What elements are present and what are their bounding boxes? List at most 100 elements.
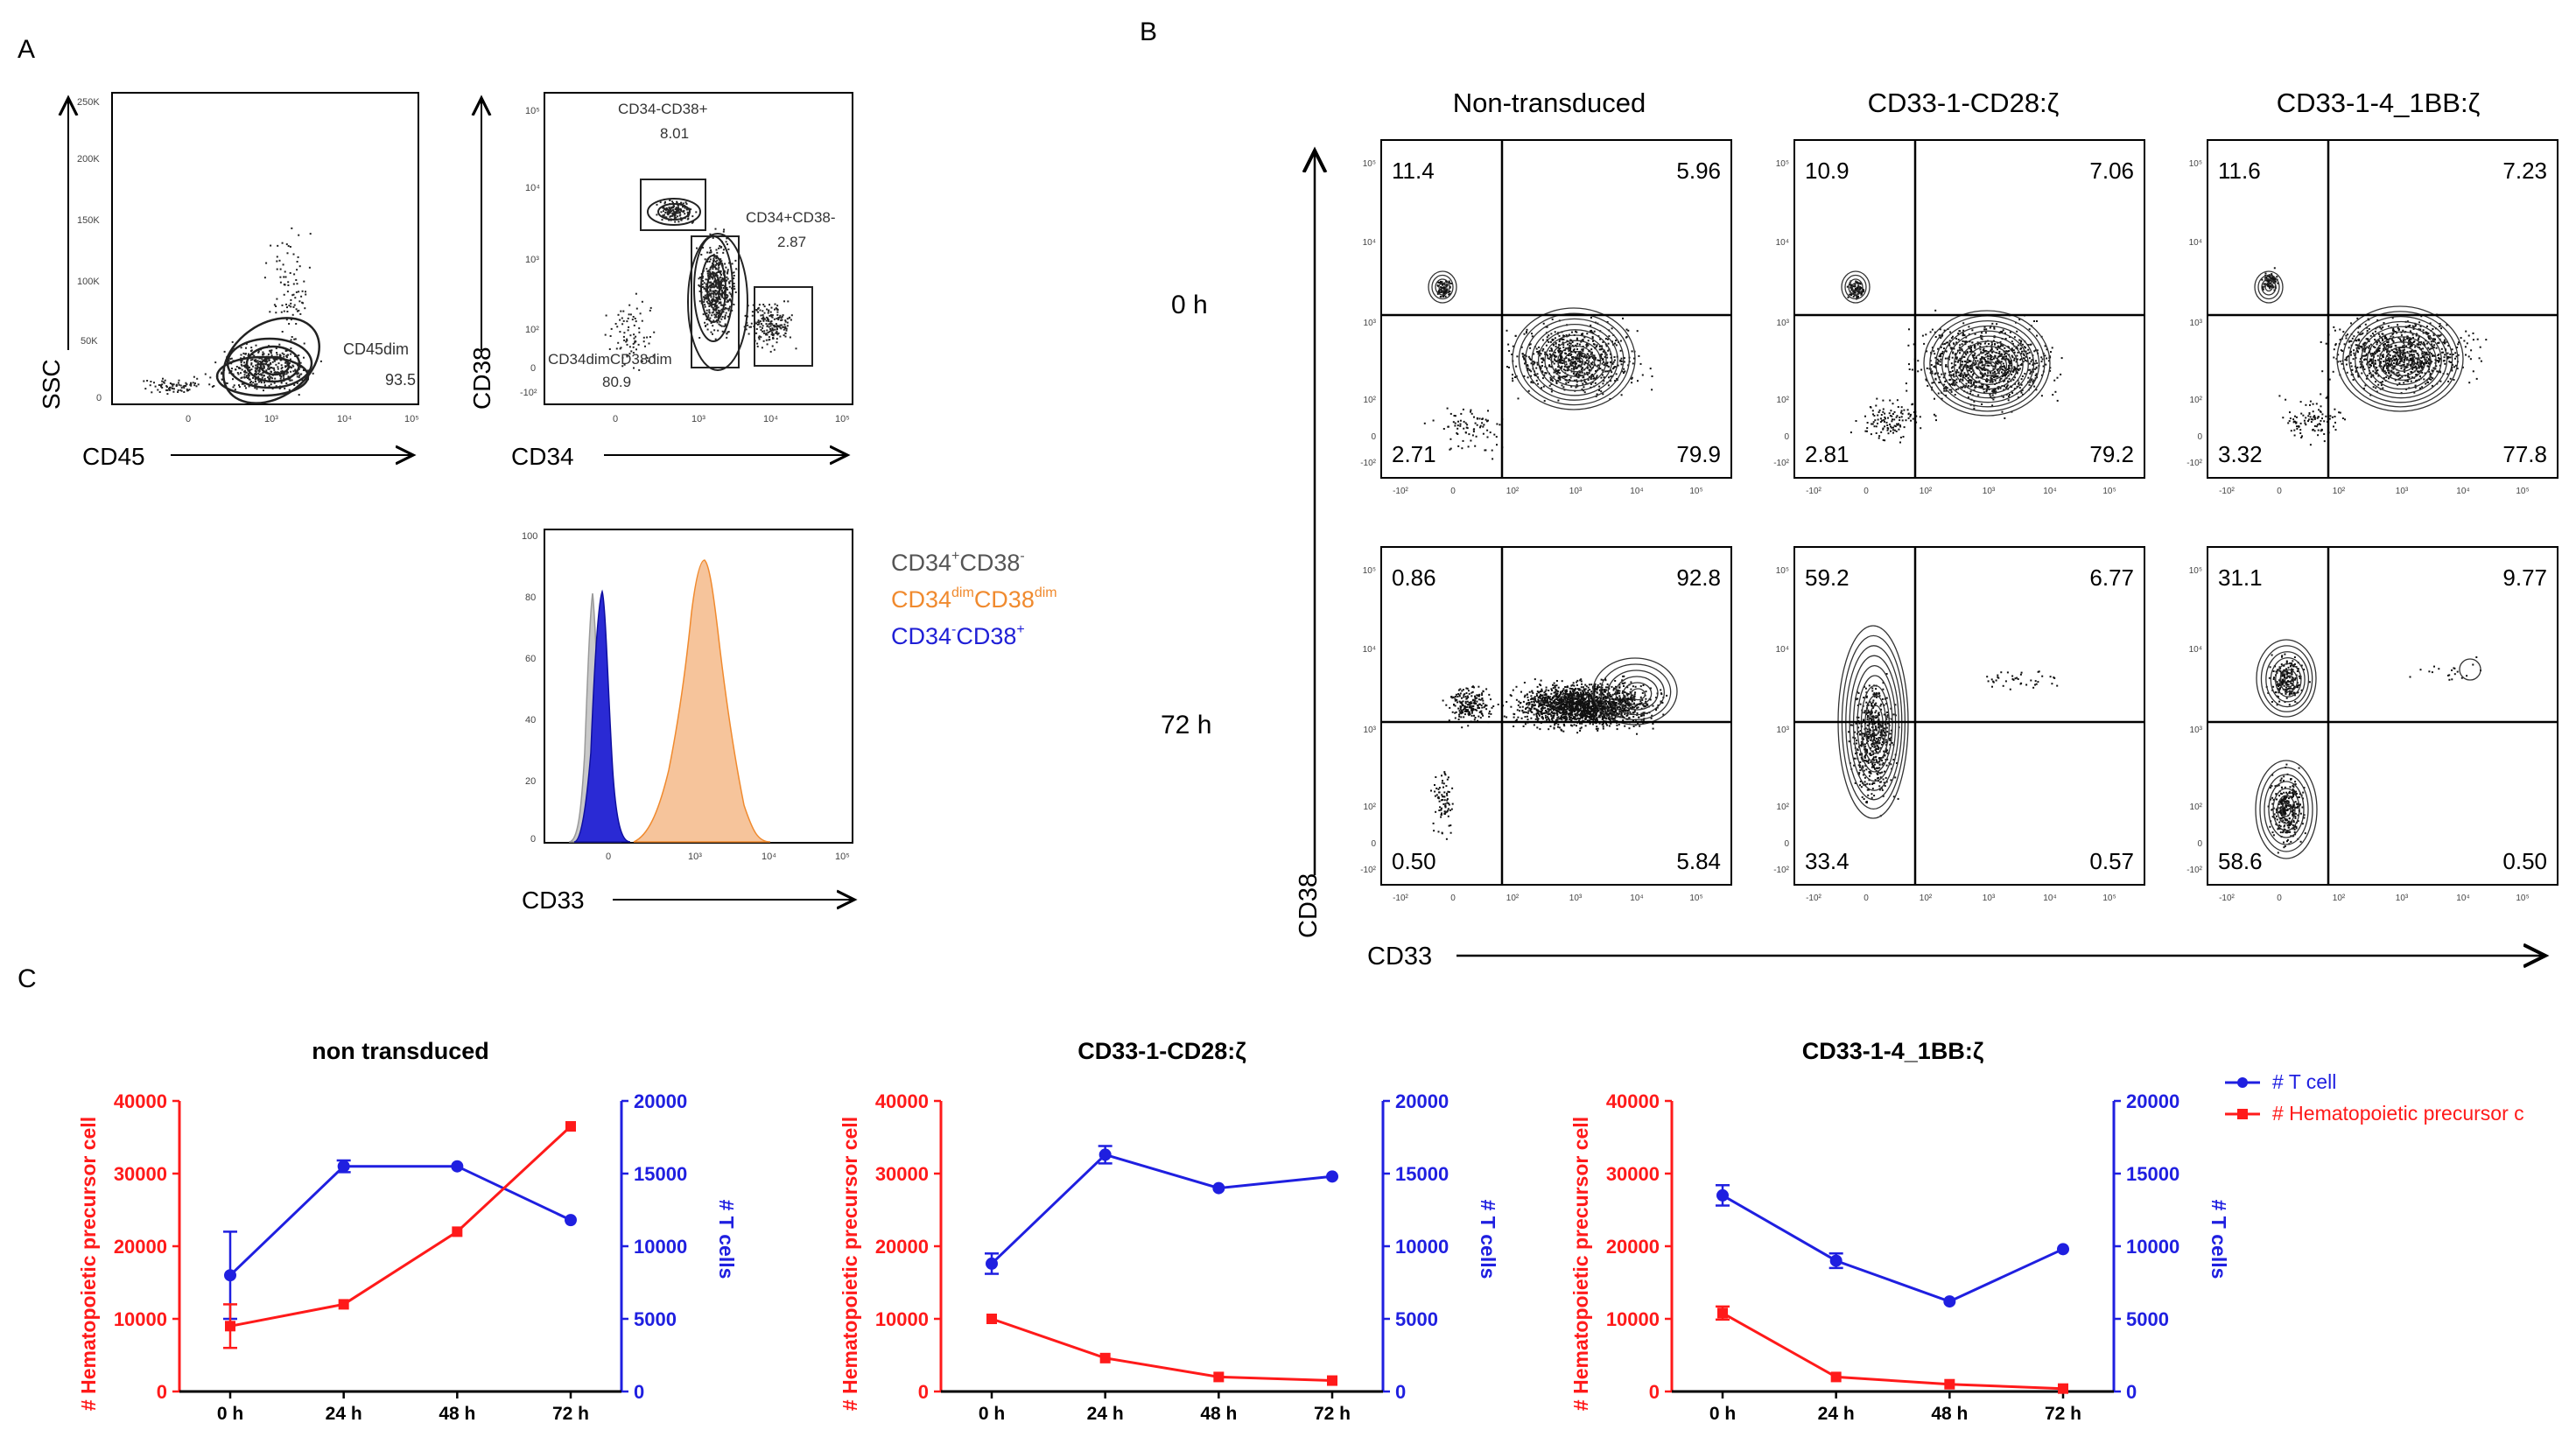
event-dot [628, 326, 630, 328]
x-tick-label: 10⁵ [835, 852, 850, 862]
event-dot [1545, 344, 1548, 347]
event-dot [258, 369, 261, 372]
event-dot [2352, 358, 2355, 361]
event-dot [719, 324, 722, 326]
event-dot [2437, 342, 2439, 345]
event-dot [1968, 326, 1970, 328]
event-dot [726, 289, 729, 291]
event-dot [263, 362, 265, 365]
event-dot [294, 297, 297, 299]
event-dot [1512, 377, 1513, 380]
event-dot [1541, 361, 1543, 363]
event-dot [1491, 449, 1493, 452]
event-dot [2432, 334, 2435, 337]
event-dot [705, 319, 708, 320]
event-dot [1954, 394, 1956, 396]
event-dot [1558, 361, 1561, 364]
event-dot [281, 367, 284, 368]
event-dot [1990, 359, 1993, 361]
event-dot [1604, 355, 1606, 358]
event-dot [279, 354, 281, 356]
event-dot [733, 277, 735, 280]
event-dot [2006, 384, 2009, 387]
event-dot [722, 249, 725, 251]
event-dot [1857, 281, 1858, 284]
event-dot [298, 234, 300, 236]
event-dot [1975, 361, 1977, 364]
event-dot [2428, 337, 2430, 340]
event-dot [2374, 371, 2376, 374]
event-dot [1925, 378, 1927, 381]
event-dot [2341, 350, 2344, 353]
event-dot [2374, 330, 2376, 333]
event-dot [1445, 290, 1448, 292]
event-dot [1583, 391, 1586, 394]
event-dot [1952, 381, 1955, 383]
density-contour [2342, 311, 2459, 408]
event-dot [2439, 364, 2441, 367]
event-dot [2369, 366, 2371, 368]
event-dot [2025, 360, 2028, 362]
event-dot [1541, 365, 1543, 368]
event-dot [1547, 716, 1548, 718]
event-dot [281, 304, 284, 306]
event-dot [1580, 368, 1583, 370]
event-dot [715, 263, 718, 264]
event-dot [285, 319, 288, 321]
event-dot [244, 369, 246, 372]
event-dot [1437, 284, 1440, 287]
event-dot [1493, 433, 1496, 436]
event-dot [1573, 372, 1576, 375]
event-dot [1601, 345, 1604, 347]
event-dot [709, 233, 712, 235]
event-dot [2030, 361, 2032, 363]
event-dot [1530, 362, 1533, 365]
gate-label: CD34dimCD38dim [548, 351, 672, 368]
event-dot [276, 298, 278, 300]
event-dot [726, 271, 728, 274]
event-dot [1967, 384, 1969, 387]
event-dot [280, 368, 283, 370]
gate-label: CD45dim [343, 340, 409, 358]
event-dot [2030, 371, 2032, 374]
y-tick-label: 40 [525, 715, 536, 726]
event-dot [1953, 347, 1955, 350]
event-dot [1535, 367, 1538, 369]
y-tick-label: -10² [2186, 459, 2202, 468]
x-tick-label: 0 [186, 414, 191, 424]
event-dot [1471, 434, 1474, 437]
event-dot [275, 312, 277, 314]
event-dot [2345, 357, 2348, 360]
event-dot [1521, 353, 1524, 355]
event-dot [769, 350, 772, 353]
event-dot [2394, 355, 2396, 358]
event-dot [706, 272, 709, 275]
event-dot [1573, 379, 1576, 382]
event-dot [1574, 711, 1576, 713]
event-dot [1554, 337, 1556, 340]
event-dot [1949, 371, 1952, 374]
event-dot [2430, 376, 2432, 379]
event-dot [1586, 371, 1589, 374]
event-dot [719, 262, 721, 264]
event-dot [623, 332, 626, 334]
event-dot [1950, 362, 1953, 365]
event-dot [291, 367, 293, 369]
event-dot [2469, 358, 2472, 361]
event-dot [178, 383, 180, 386]
event-dot [1636, 707, 1639, 710]
event-dot [2372, 374, 2374, 376]
event-dot [1614, 380, 1617, 382]
event-dot [1520, 717, 1523, 719]
event-dot [675, 211, 677, 213]
event-dot [1598, 348, 1601, 351]
event-dot [707, 293, 710, 296]
event-dot [662, 207, 664, 209]
event-dot [721, 330, 724, 333]
event-dot [733, 283, 735, 284]
event-dot [2439, 326, 2441, 327]
event-dot [299, 312, 302, 315]
event-dot [241, 368, 243, 371]
event-dot [2394, 365, 2397, 368]
event-dot [713, 256, 716, 258]
